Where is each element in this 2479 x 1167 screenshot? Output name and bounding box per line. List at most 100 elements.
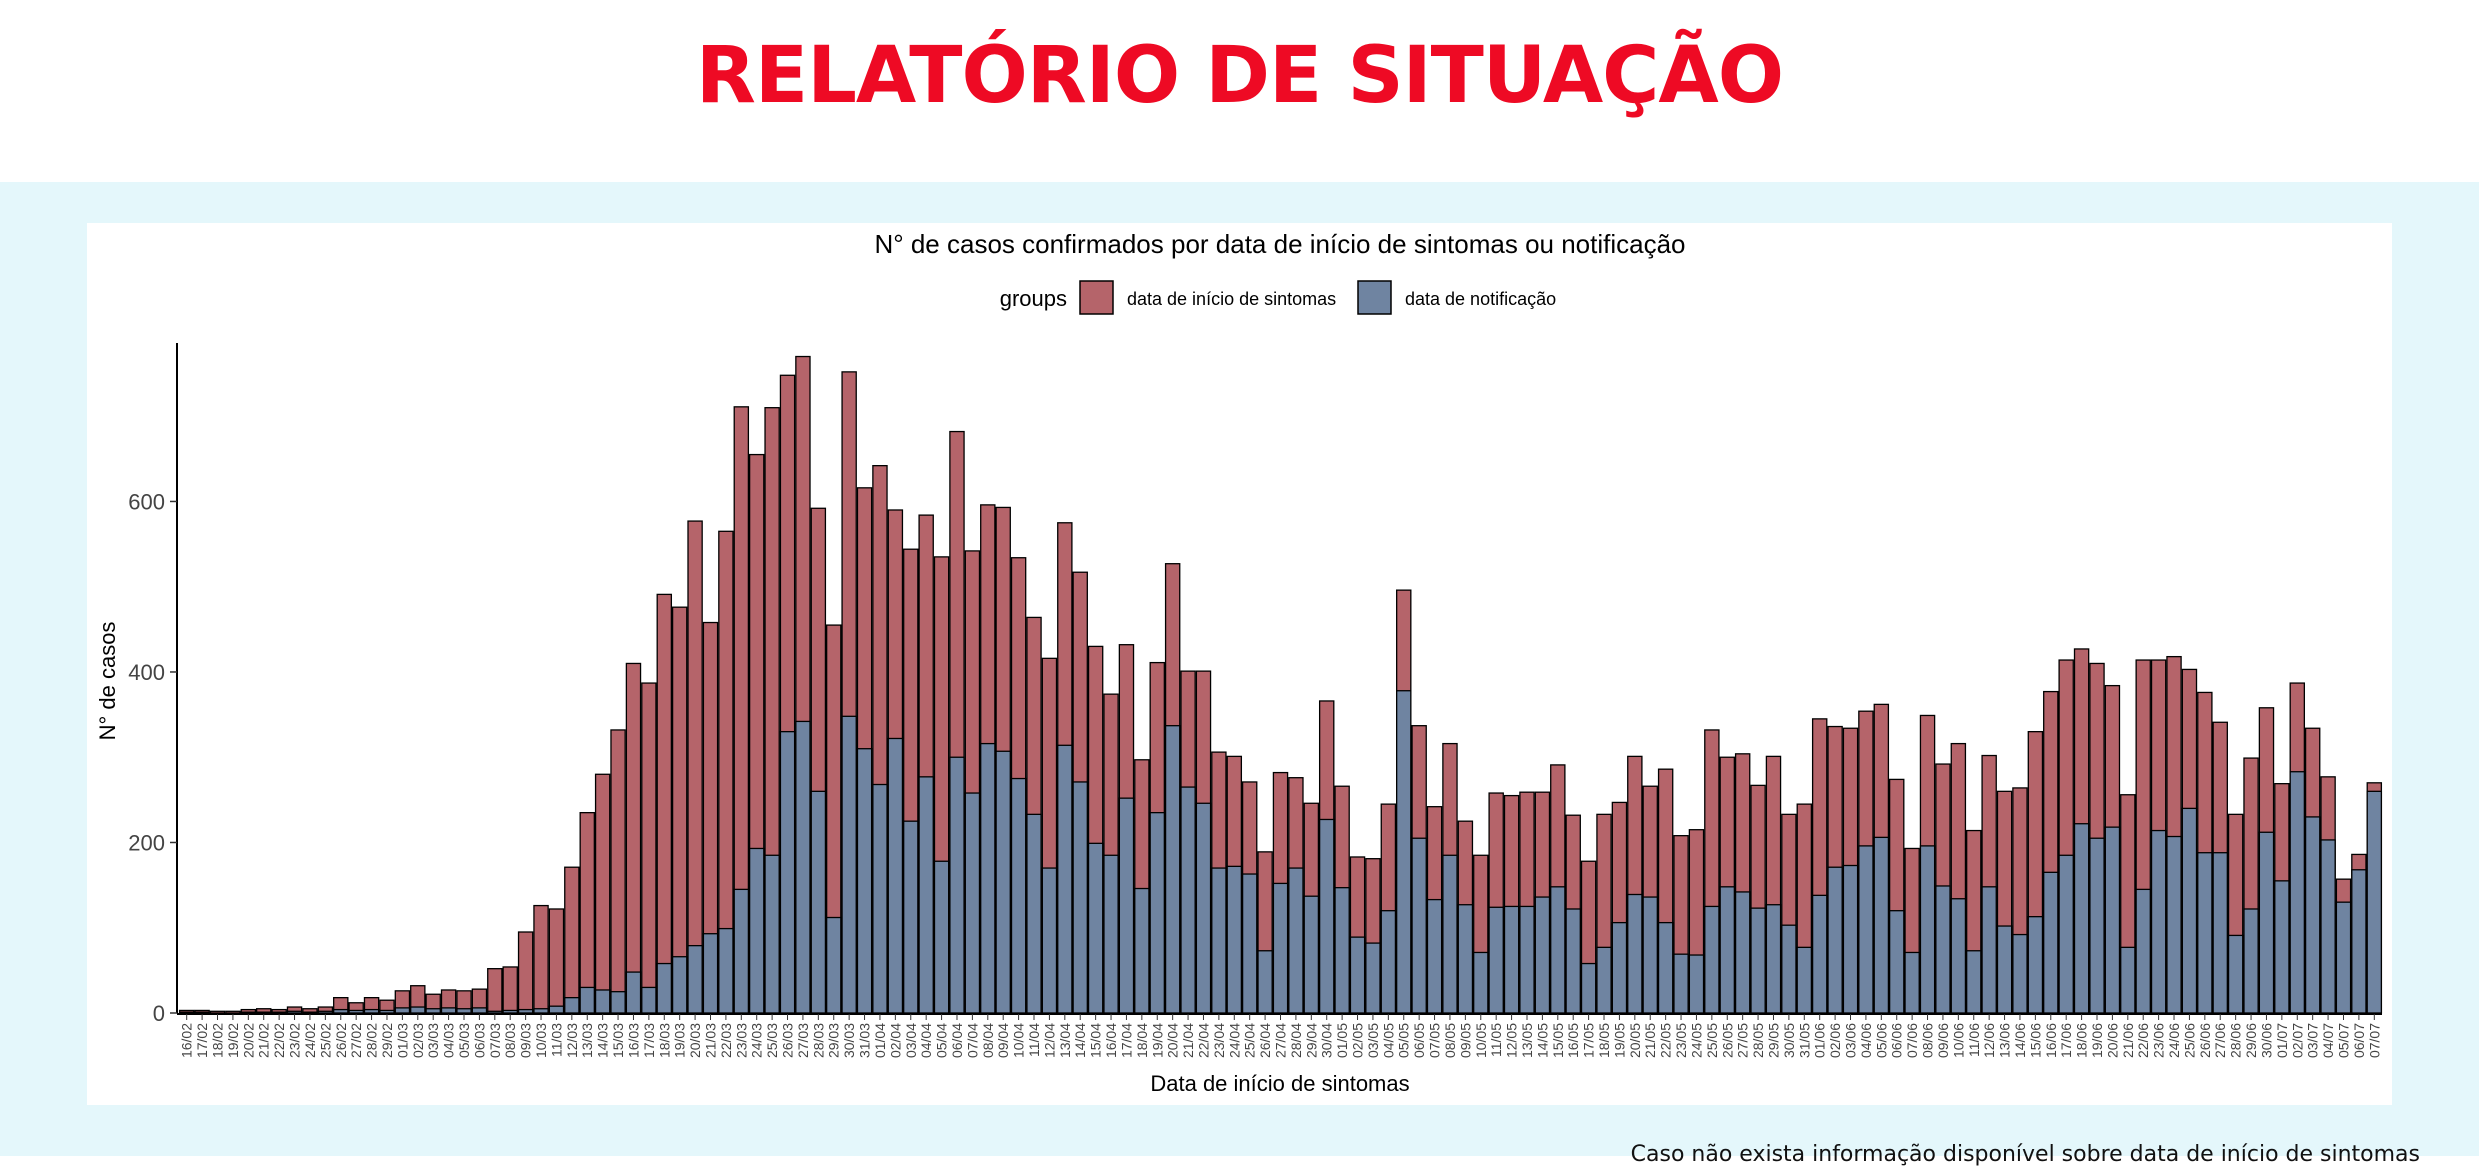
bar-notification [2135, 888, 2151, 1014]
bar-notification [1966, 950, 1982, 1014]
x-tick-label: 05/03 [456, 1023, 472, 1058]
x-tick-label: 27/06 [2212, 1023, 2228, 1058]
x-tick-label: 26/02 [333, 1023, 349, 1058]
bar-notification [2089, 837, 2105, 1014]
x-tick-label: 11/06 [1966, 1023, 1982, 1057]
bar-notification [1473, 951, 1489, 1014]
x-tick-label: 25/05 [1704, 1023, 1720, 1058]
x-tick-label: 13/06 [1997, 1023, 2013, 1058]
bar-notification [579, 986, 595, 1014]
bar-onset [671, 606, 688, 1014]
bar-notification [1087, 842, 1104, 1014]
x-tick-label: 08/04 [980, 1023, 996, 1058]
x-tick-label: 16/03 [625, 1023, 641, 1058]
x-tick-label: 18/02 [210, 1023, 226, 1058]
x-tick-label: 17/04 [1118, 1023, 1134, 1058]
bar-notification [1257, 950, 1273, 1014]
bar-notification [2197, 852, 2213, 1014]
bar-notification [1935, 885, 1951, 1014]
x-tick-label: 16/04 [1103, 1023, 1119, 1058]
bar-notification [594, 989, 611, 1014]
x-tick-label: 07/05 [1427, 1023, 1443, 1058]
legend-swatch-notif [1357, 280, 1392, 315]
x-tick-label: 17/05 [1581, 1023, 1597, 1058]
x-tick-label: 20/03 [687, 1023, 703, 1058]
bar-notification [271, 1011, 287, 1014]
x-tick-label: 23/06 [2151, 1023, 2167, 1058]
bars [178, 355, 2383, 1014]
x-tick-label: 01/07 [2274, 1023, 2290, 1058]
x-tick-label: 24/04 [1226, 1023, 1242, 1058]
bar-notification [1057, 744, 1073, 1014]
x-tick-label: 01/04 [872, 1023, 888, 1058]
legend-label-notif: data de notificação [1405, 289, 1556, 309]
bar-onset [625, 662, 642, 1014]
chart-title: N° de casos confirmados por data de iníc… [874, 229, 1685, 259]
x-tick-label: 15/05 [1550, 1023, 1566, 1058]
x-tick-label: 01/05 [1334, 1023, 1350, 1058]
x-tick-label: 11/03 [548, 1023, 564, 1057]
bar-notification [2043, 871, 2059, 1014]
bar-onset [656, 593, 673, 1014]
x-tick-label: 27/02 [348, 1023, 364, 1058]
bar-notification [379, 1009, 395, 1014]
x-axis: 16/02 17/02 18/02 19/02 20/02 21/02 22/02 23/02… [177, 1013, 2382, 1058]
bar-notification [1226, 865, 1243, 1014]
bar-notification [748, 847, 765, 1014]
bar-notification [2258, 831, 2275, 1014]
x-tick-label: 11/05 [1488, 1023, 1504, 1057]
bar-notification [949, 756, 965, 1014]
x-tick-label: 20/06 [2104, 1023, 2120, 1058]
x-tick-label: 07/06 [1904, 1023, 1920, 1058]
bar-notification [2335, 901, 2352, 1014]
x-tick-label: 02/07 [2289, 1023, 2305, 1058]
bar-notification [995, 750, 1011, 1014]
bar-notification [502, 1009, 518, 1014]
bar-notification [1796, 946, 1813, 1014]
x-tick-label: 24/06 [2166, 1023, 2182, 1058]
bar-notification [2274, 880, 2290, 1014]
bar-notification [440, 1007, 457, 1014]
bar-notification [810, 790, 827, 1014]
bar-notification [1981, 886, 1997, 1014]
x-tick-label: 29/02 [379, 1023, 395, 1058]
bar-notification [1134, 887, 1150, 1014]
x-tick-label: 15/04 [1088, 1023, 1104, 1058]
x-tick-label: 27/04 [1273, 1023, 1289, 1058]
legend: groups data de início de sintomas data d… [1000, 280, 1556, 315]
x-tick-label: 02/04 [887, 1023, 903, 1058]
bar-notification [394, 1007, 411, 1014]
bar-notification [255, 1011, 272, 1014]
x-tick-label: 30/05 [1781, 1023, 1797, 1058]
bar-onset [564, 866, 580, 1014]
bar-notification [1534, 896, 1551, 1014]
bar-notification [2304, 816, 2321, 1014]
bar-notification [548, 1005, 565, 1014]
bar-notification [2104, 826, 2121, 1014]
bar-notification [425, 1008, 441, 1014]
x-tick-label: 28/06 [2228, 1023, 2244, 1058]
x-tick-label: 31/05 [1796, 1023, 1812, 1058]
legend-swatch-onset [1079, 280, 1114, 315]
x-tick-label: 28/05 [1750, 1023, 1766, 1058]
x-tick-label: 08/06 [1920, 1023, 1936, 1058]
bar-notification [333, 1008, 349, 1014]
bar-notification [1411, 837, 1427, 1014]
x-tick-label: 13/03 [579, 1023, 595, 1058]
bar-onset [548, 908, 565, 1014]
bar-notification [1950, 898, 1967, 1014]
x-tick-label: 17/03 [641, 1023, 657, 1058]
x-tick-label: 23/03 [733, 1023, 749, 1058]
x-tick-label: 22/02 [271, 1023, 287, 1058]
bar-notification [964, 792, 981, 1014]
x-tick-label: 13/05 [1519, 1023, 1535, 1058]
bar-notification [1688, 954, 1705, 1014]
bar-notification [702, 933, 719, 1014]
x-tick-label: 17/02 [194, 1023, 210, 1058]
bar-notification [1611, 921, 1628, 1014]
bar-notification [625, 971, 642, 1014]
x-tick-label: 17/06 [2058, 1023, 2074, 1058]
bar-notification [1811, 894, 1828, 1014]
x-tick-label: 05/07 [2335, 1023, 2351, 1058]
bar-notification [1550, 886, 1566, 1014]
